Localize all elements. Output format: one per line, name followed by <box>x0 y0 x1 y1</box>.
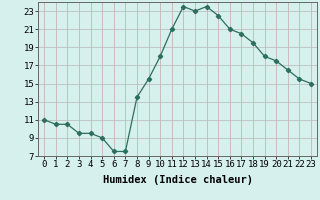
X-axis label: Humidex (Indice chaleur): Humidex (Indice chaleur) <box>103 175 252 185</box>
